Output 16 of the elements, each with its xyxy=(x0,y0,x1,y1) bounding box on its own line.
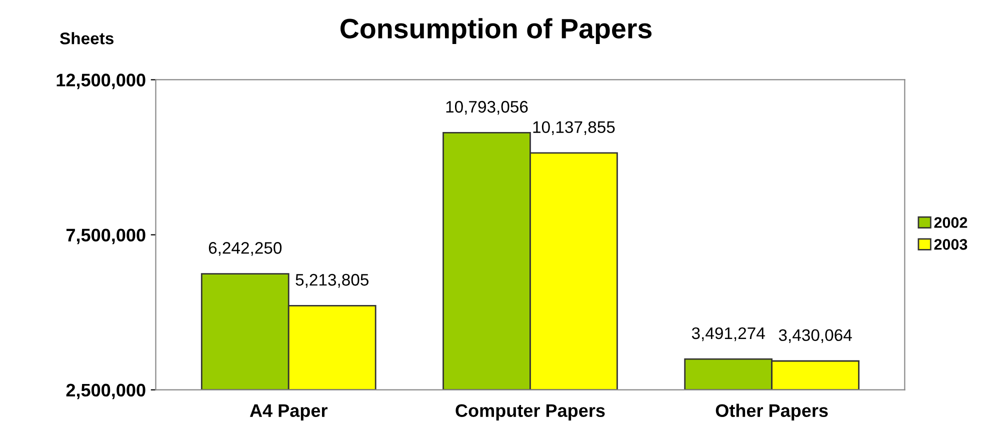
legend-label: 2003 xyxy=(934,239,968,250)
x-tick-label: A4 Paper xyxy=(250,404,328,421)
x-tick-label: Computer Papers xyxy=(456,404,605,421)
data-label: 5,213,805 xyxy=(296,274,368,288)
data-label: 10,793,056 xyxy=(446,100,528,115)
y-tick-label: 7,500,000 xyxy=(66,228,146,244)
chart-title: Consumption of Papers xyxy=(340,18,652,44)
y-tick-label: 2,500,000 xyxy=(66,384,146,400)
data-label: 6,242,250 xyxy=(208,242,282,256)
y-axis-title: Sheets xyxy=(60,32,114,44)
data-label: 3,491,274 xyxy=(692,327,765,342)
y-tick-label: 12,500,000 xyxy=(56,74,146,90)
x-tick-label: Other Papers xyxy=(716,404,828,421)
data-label: 10,137,855 xyxy=(533,121,615,135)
legend-label: 2002 xyxy=(934,217,968,228)
data-label: 3,430,064 xyxy=(778,329,852,344)
